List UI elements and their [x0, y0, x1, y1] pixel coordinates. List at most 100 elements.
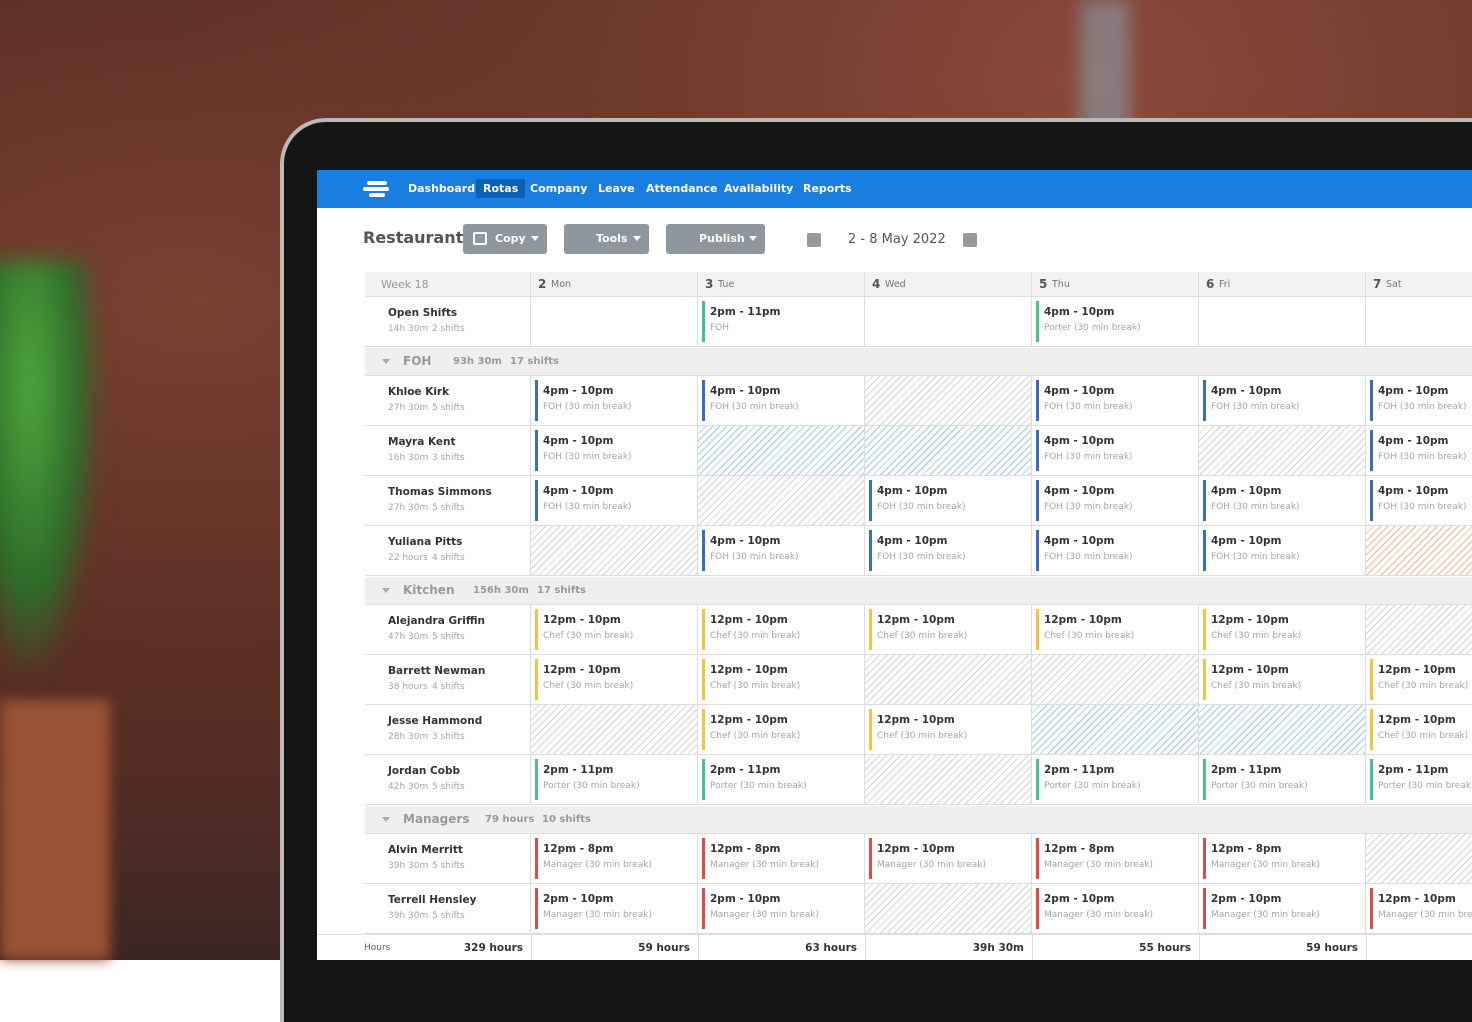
shift-time: 12pm - 10pm [1378, 664, 1456, 676]
unavailable-cell[interactable] [531, 705, 698, 755]
nav-item[interactable]: Rotas [476, 179, 525, 198]
shift-time: 4pm - 10pm [1044, 306, 1115, 318]
person-name[interactable]: Jordan Cobb [388, 765, 460, 777]
person-name[interactable]: Mayra Kent [388, 436, 456, 448]
person-name[interactable]: Jesse Hammond [388, 715, 482, 727]
unavailable-cell[interactable] [1366, 834, 1472, 884]
shift-cell[interactable] [1366, 297, 1472, 347]
nav-item[interactable]: Company [523, 179, 594, 198]
nav-item[interactable]: Attendance [639, 179, 724, 198]
person-name[interactable]: Khloe Kirk [388, 386, 449, 398]
unavailable-cell[interactable] [1199, 426, 1366, 476]
toolbar-button[interactable]: Publish [666, 224, 765, 254]
next-week[interactable] [963, 233, 977, 247]
person-name[interactable]: Terrell Hensley [388, 894, 476, 906]
unavailable-cell[interactable] [865, 655, 1032, 705]
person-name[interactable]: Yuliana Pitts [388, 536, 462, 548]
shift-time: 2pm - 10pm [1044, 893, 1115, 905]
prev-week[interactable] [807, 233, 821, 247]
unavailable-cell[interactable] [1366, 526, 1472, 576]
toolbar-button[interactable]: Tools [564, 224, 649, 254]
unavailable-cell[interactable] [1199, 705, 1366, 755]
unavailable-cell[interactable] [865, 426, 1032, 476]
shift-cell[interactable] [1199, 297, 1366, 347]
day-number: 5 [1039, 277, 1047, 291]
person-name[interactable]: Open Shifts [388, 307, 457, 319]
person-name[interactable]: Barrett Newman [388, 665, 485, 677]
person-name[interactable]: Alejandra Griffin [388, 615, 485, 627]
unavailable-cell[interactable] [531, 526, 698, 576]
shift-time: 12pm - 10pm [1211, 614, 1289, 626]
nav-item[interactable]: Leave [591, 179, 642, 198]
person-name[interactable]: Alvin Merritt [388, 844, 463, 856]
shift-cell[interactable] [865, 297, 1032, 347]
person-name[interactable]: Thomas Simmons [388, 486, 492, 498]
unavailable-cell[interactable] [1032, 655, 1199, 705]
unavailable-cell[interactable] [698, 426, 865, 476]
shift-color-bar [1036, 759, 1039, 800]
unavailable-cell[interactable] [865, 376, 1032, 426]
toolbar-button[interactable]: Copy [463, 224, 547, 254]
nav-item[interactable]: Availability [717, 179, 800, 198]
nav-item[interactable]: Dashboard [401, 179, 482, 198]
shift-role: Chef (30 min break) [1211, 681, 1301, 691]
unavailable-cell[interactable] [1032, 705, 1199, 755]
shift-cell[interactable] [531, 297, 698, 347]
logo[interactable] [363, 180, 391, 198]
unavailable-cell[interactable] [865, 755, 1032, 805]
nav-item[interactable]: Reports [796, 179, 859, 198]
unavailable-cell[interactable] [698, 476, 865, 526]
unavailable-cell[interactable] [1366, 605, 1472, 655]
unavailable-cell[interactable] [865, 884, 1032, 934]
